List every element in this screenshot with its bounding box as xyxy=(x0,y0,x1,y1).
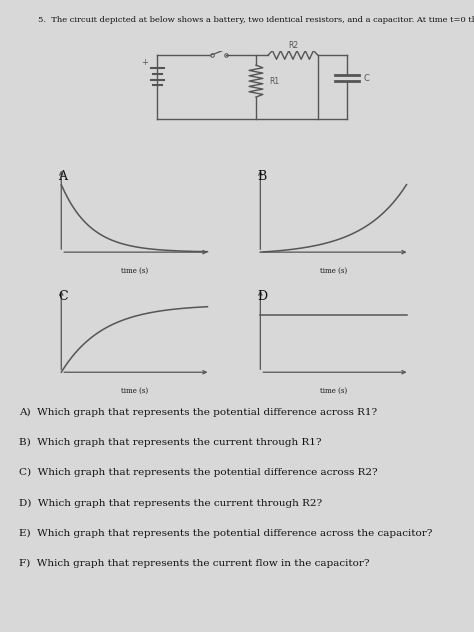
Text: C: C xyxy=(363,74,369,83)
Text: time (s): time (s) xyxy=(121,387,148,395)
Text: A: A xyxy=(58,170,67,183)
Text: F)  Which graph that represents the current flow in the capacitor?: F) Which graph that represents the curre… xyxy=(19,559,369,568)
Text: C: C xyxy=(58,290,67,303)
Text: B)  Which graph that represents the current through R1?: B) Which graph that represents the curre… xyxy=(19,438,321,447)
Text: D)  Which graph that represents the current through R2?: D) Which graph that represents the curre… xyxy=(19,499,322,507)
Text: E)  Which graph that represents the potential difference across the capacitor?: E) Which graph that represents the poten… xyxy=(19,529,432,538)
Text: time (s): time (s) xyxy=(320,387,347,395)
Text: R1: R1 xyxy=(270,76,280,85)
Text: C)  Which graph that represents the potential difference across R2?: C) Which graph that represents the poten… xyxy=(19,468,378,477)
Text: +: + xyxy=(142,58,148,67)
Text: B: B xyxy=(257,170,266,183)
Text: time (s): time (s) xyxy=(121,267,148,275)
Text: R2: R2 xyxy=(288,41,298,50)
Text: 5.  The circuit depicted at below shows a battery, two identical resistors, and : 5. The circuit depicted at below shows a… xyxy=(38,16,474,24)
Text: A)  Which graph that represents the potential difference across R1?: A) Which graph that represents the poten… xyxy=(19,408,377,416)
Text: D: D xyxy=(257,290,267,303)
Text: time (s): time (s) xyxy=(320,267,347,275)
